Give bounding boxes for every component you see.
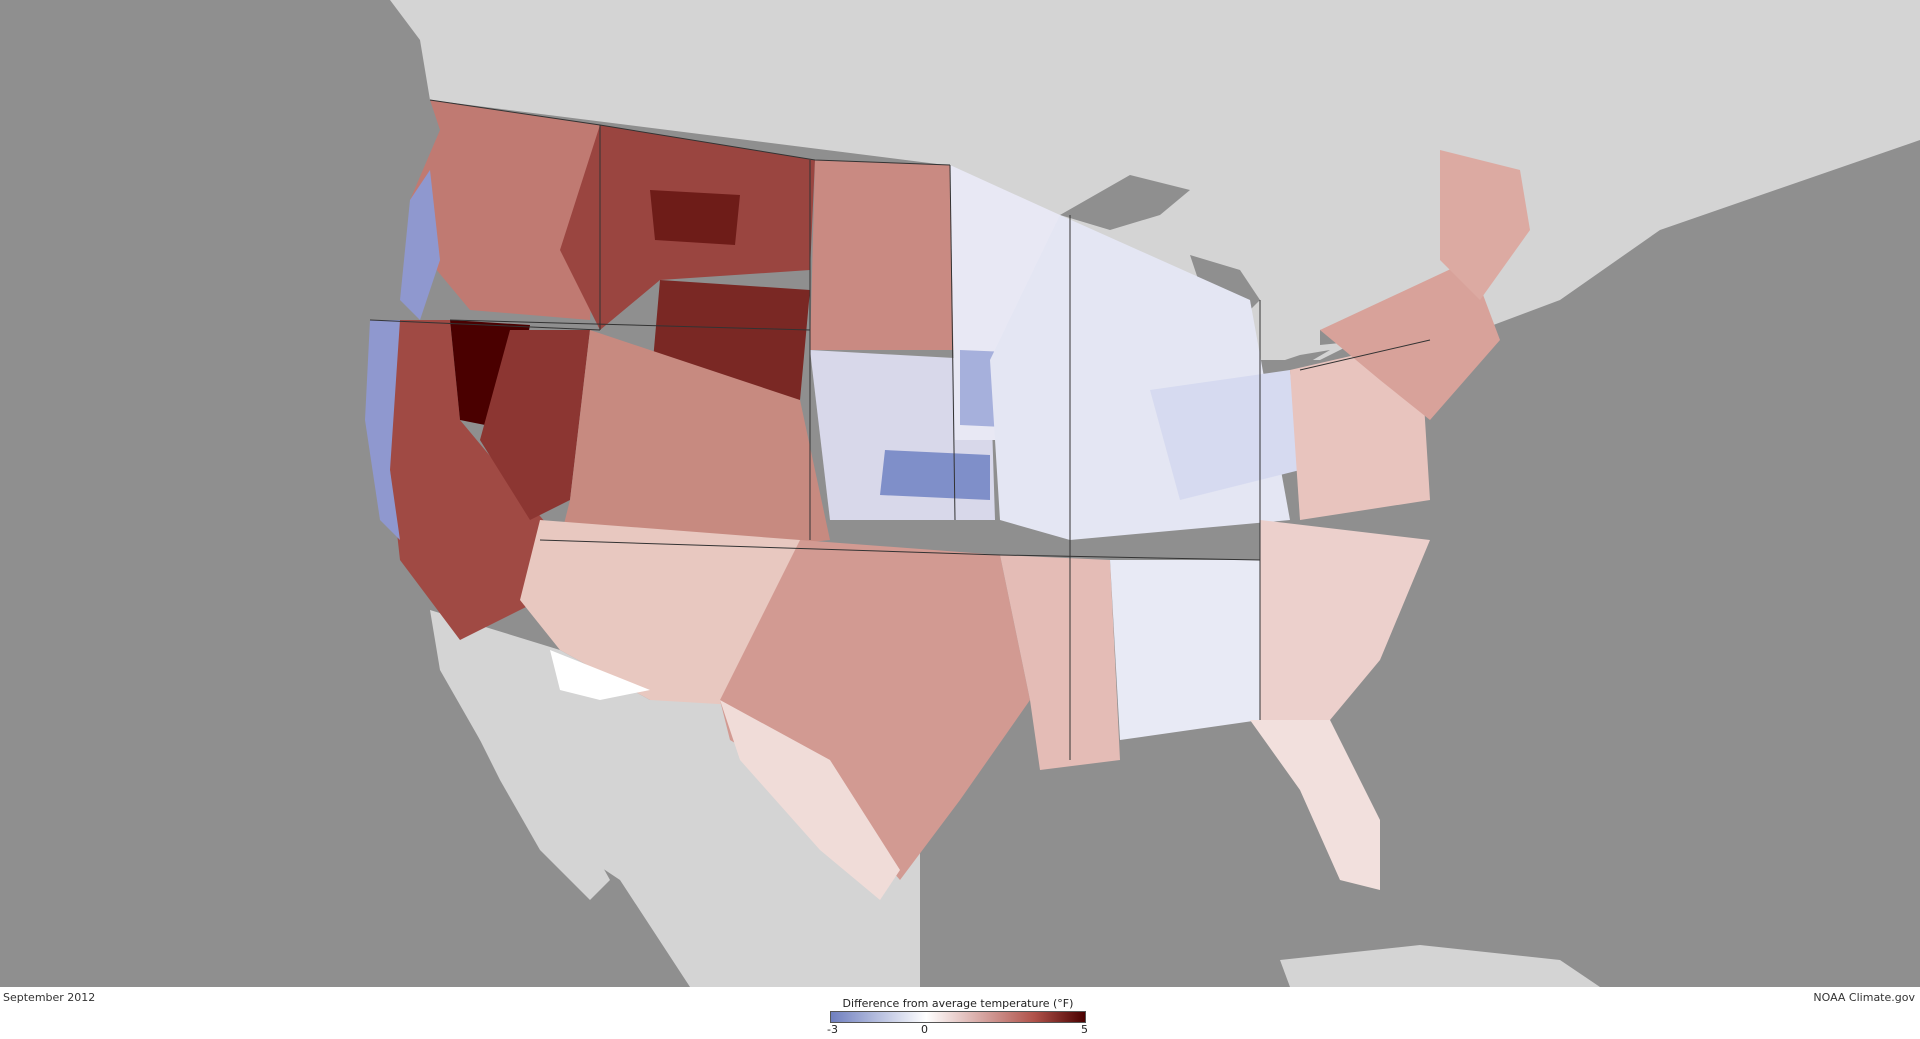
legend-max-label: 5 [1081, 1023, 1088, 1036]
temperature-anomaly-map [365, 0, 1920, 987]
region-utah-colorado [560, 330, 830, 560]
legend-title: Difference from average temperature (°F) [842, 997, 1074, 1010]
cuba-land [1280, 945, 1600, 987]
region-florida [1250, 720, 1380, 890]
source-label: NOAA Climate.gov [1813, 991, 1915, 1004]
legend-min-label: -3 [827, 1023, 838, 1036]
region-new-england [1440, 150, 1530, 300]
footer: September 2012 Difference from average t… [0, 987, 1920, 1039]
baja-land [470, 650, 610, 900]
region-dakotas [810, 160, 955, 350]
canada-land [390, 0, 1920, 360]
region-coastal-oregon [400, 170, 440, 320]
region-oklahoma-texas [720, 540, 1030, 880]
region-coastal-california [365, 320, 400, 540]
lake-superior [1060, 175, 1190, 230]
region-california [370, 320, 560, 640]
legend-zero-label: 0 [921, 1023, 928, 1036]
region-texas-south [720, 700, 900, 900]
region-southeast-cold [1110, 560, 1260, 740]
legend: Difference from average temperature (°F)… [827, 997, 1088, 1037]
region-pacific-northwest [410, 100, 600, 320]
region-arizona-south [550, 650, 650, 700]
region-kansas-cold [880, 450, 990, 500]
region-ohio-valley [1150, 370, 1300, 500]
region-northeast [1320, 260, 1500, 420]
region-arkansas-louisiana [1000, 555, 1120, 770]
date-label: September 2012 [3, 991, 96, 1004]
region-montana-hot [650, 190, 740, 245]
map-area [0, 0, 1920, 987]
legend-color-bar [830, 1011, 1086, 1023]
state-borders [369, 99, 1431, 760]
mexico-land [430, 610, 920, 987]
region-southeast [1260, 520, 1430, 720]
region-great-basin [480, 330, 590, 520]
